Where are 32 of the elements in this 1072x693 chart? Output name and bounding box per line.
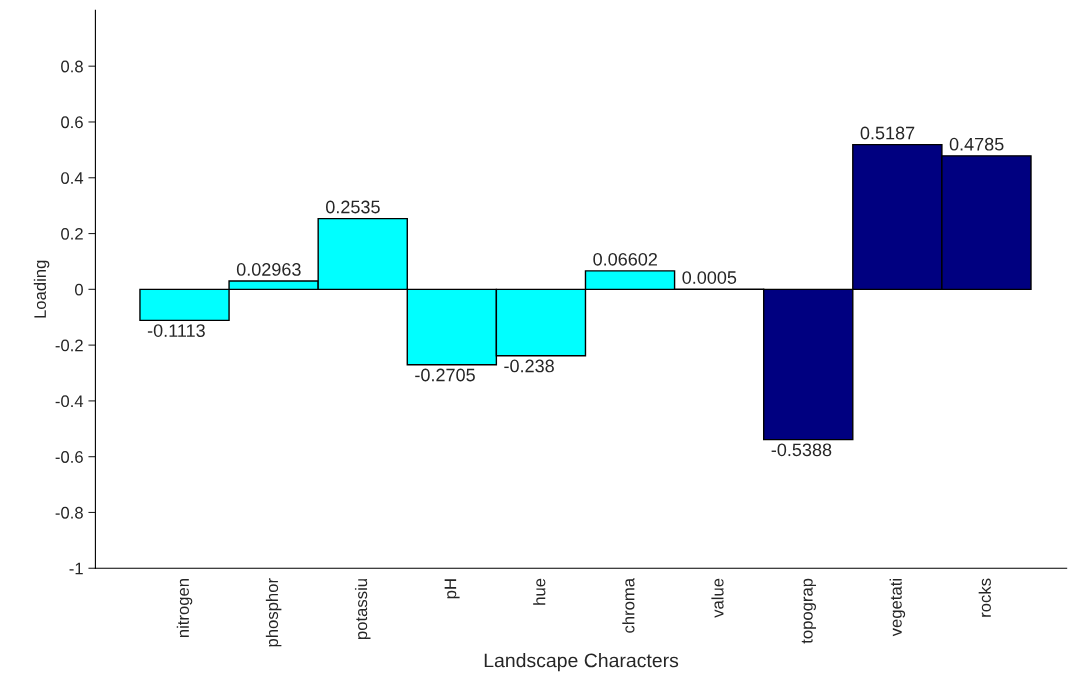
x-tick-label: vegetati (889, 579, 906, 637)
x-tick-label: pH (444, 579, 460, 599)
y-tick-label: 0.8 (61, 60, 83, 73)
x-tick-label: topograp (801, 578, 817, 644)
x-tick-label: potassiu (354, 579, 371, 639)
data-label: -0.5388 (771, 443, 832, 457)
data-label: 0.4785 (949, 137, 1004, 151)
data-label: 0.2535 (326, 200, 380, 214)
x-tick-label: value (711, 578, 724, 618)
x-tick-label: hue (533, 578, 546, 605)
data-label: 0.06602 (593, 252, 657, 266)
data-label: -0.1113 (147, 324, 205, 337)
x-axis-title: Landscape Characters (484, 653, 679, 672)
data-label: 0.0005 (682, 271, 737, 284)
y-tick-label: -0.6 (55, 451, 83, 463)
data-label: 0.5187 (860, 126, 915, 140)
y-tick-label: 0.6 (61, 116, 83, 129)
data-label: 0.02963 (236, 263, 301, 276)
y-tick-label: -0.4 (55, 395, 84, 408)
x-tick-label: chroma (622, 577, 635, 633)
x-tick-label: phosphor (265, 578, 282, 647)
data-label: -0.2705 (415, 368, 475, 382)
y-tick-label: -0.8 (55, 506, 83, 519)
y-tick-label: 0 (74, 283, 83, 296)
x-tick-label: rocks (978, 578, 991, 617)
y-tick-label: 0.4 (61, 172, 84, 184)
y-axis-title: Loading (33, 260, 50, 318)
y-tick-label: -1 (69, 562, 83, 575)
y-tick-label: -0.2 (55, 339, 83, 352)
x-tick-label: nitrogen (176, 579, 193, 638)
y-tick-label: 0.2 (61, 227, 83, 240)
data-label: -0.238 (504, 359, 554, 373)
